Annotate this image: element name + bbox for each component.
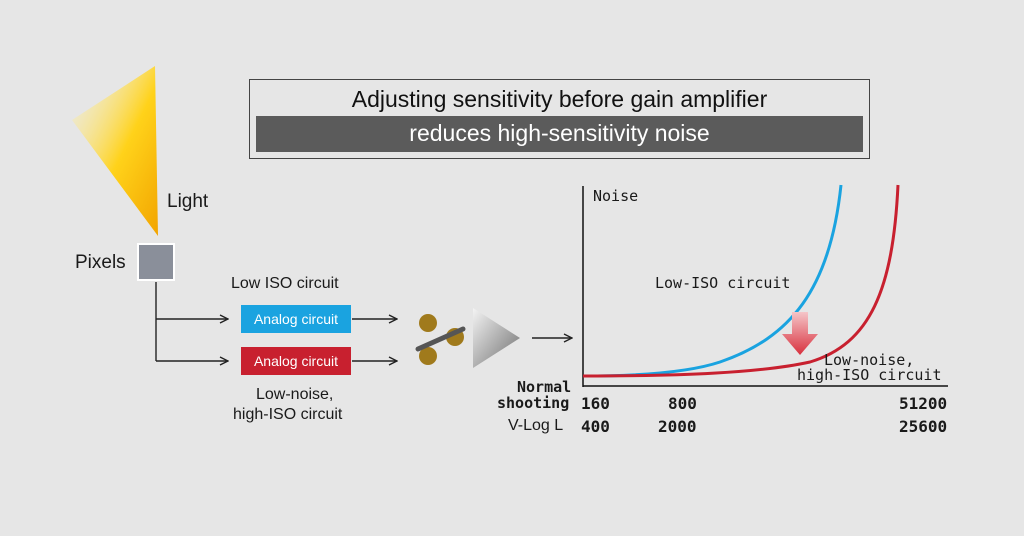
chart-y-label: Noise [593,187,639,205]
tick-normal-800: 800 [668,394,697,413]
switch-dot-top [419,314,437,332]
gain-amplifier-triangle [473,308,520,368]
normal-shooting-label-line-2: shooting [497,394,570,412]
high-iso-curve-label-line-1: Low-noise, [824,351,915,369]
tick-normal-160: 160 [581,394,610,413]
high-iso-noise-curve [582,184,900,378]
low-noise-label-line-2: high-ISO circuit [233,406,343,423]
title-line-2: reduces high-sensitivity noise [409,120,710,146]
high-iso-curve-label-line-2: high-ISO circuit [797,366,942,384]
pixels-label: Pixels [75,252,126,273]
noise-reduction-arrow [782,312,818,355]
vlog-label: V-Log L [508,417,564,434]
tick-vlog-400: 400 [581,417,610,436]
light-label: Light [167,191,209,212]
switch-lever [415,326,466,352]
tick-vlog-25600: 25600 [899,417,948,436]
analog-circuit-red: Analog circuit [241,347,351,375]
tick-normal-51200: 51200 [899,394,948,413]
switch-dot-bottom [419,347,437,365]
low-noise-label-line-1: Low-noise, [256,386,334,403]
title-line-1: Adjusting sensitivity before gain amplif… [351,86,768,112]
normal-shooting-label-line-1: Normal [517,378,572,396]
low-iso-circuit-label: Low ISO circuit [231,275,339,292]
low-iso-curve-label: Low-ISO circuit [655,274,791,292]
title-highlight-bar: reduces high-sensitivity noise [256,116,863,152]
title-box: Adjusting sensitivity before gain amplif… [249,79,870,159]
light-beam [72,66,158,236]
pixel-square [137,243,175,281]
tick-vlog-2000: 2000 [658,417,697,436]
analog-circuit-blue: Analog circuit [241,305,351,333]
